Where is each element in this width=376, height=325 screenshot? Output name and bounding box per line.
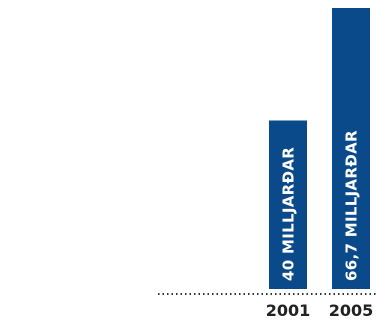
data-label-2005: 66,7 MILLJARÐAR (343, 130, 361, 281)
x-tick-2001: 2001 (266, 301, 311, 320)
data-label-2001: 40 MILLJARÐAR (280, 147, 298, 281)
bar-2005 (332, 8, 370, 289)
bar-2001 (269, 120, 307, 290)
x-tick-2005: 2005 (329, 301, 374, 320)
